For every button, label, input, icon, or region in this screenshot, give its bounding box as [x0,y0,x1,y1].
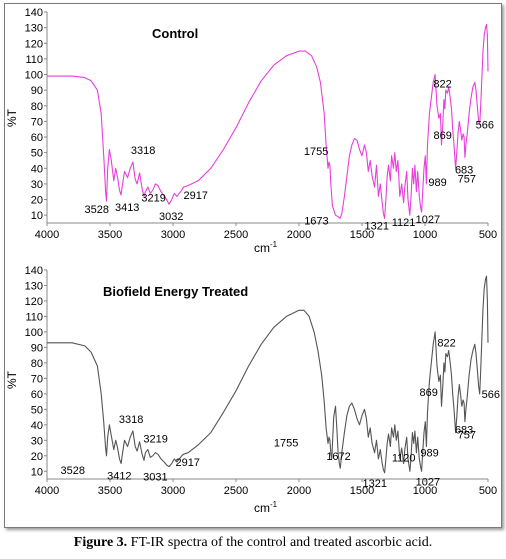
chart-title: Control [152,26,198,41]
peak-label-2917: 2917 [183,190,207,202]
figure-caption: Figure 3. FT-IR spectra of the control a… [0,535,506,551]
chart-panel-2: 10 20 30 40 50 60 70 80 90 100 110 120 130 140 4000 350… [5,265,500,515]
y-tick-label: 100 [25,70,43,82]
peak-label-3219: 3219 [141,193,165,205]
peak-label-1321: 1321 [365,220,389,232]
ftir-charts: 10 20 30 40 50 60 70 80 90 100 110 120 130 140 4000 350… [5,7,500,515]
peak-label-1755: 1755 [274,437,298,449]
peak-label-1321: 1321 [363,478,387,490]
x-tick-label: 1500 [350,485,374,497]
peak-label-3528: 3528 [60,465,84,477]
y-tick-label: 60 [31,389,43,401]
y-tick-label: 80 [31,358,43,370]
peak-label-869: 869 [420,387,438,399]
peak-label-1755: 1755 [304,146,328,158]
spectrum-line [47,23,489,219]
peak-label-2917: 2917 [175,457,199,469]
x-tick-label: 500 [479,229,497,241]
peak-label-566: 566 [476,120,494,132]
y-tick-label: 70 [31,373,43,385]
y-tick-label: 10 [31,210,43,222]
peak-label-757: 757 [458,430,476,442]
peak-label-757: 757 [458,173,476,185]
y-tick-label: 100 [25,327,43,339]
x-axis-label: cm-1 [254,500,278,515]
y-tick-label: 110 [25,54,43,66]
x-tick-label: 3500 [98,485,122,497]
peak-label-683: 683 [455,425,473,437]
peak-label-3318: 3318 [119,414,143,426]
y-tick-label: 130 [25,280,43,292]
peak-label-3413: 3413 [115,202,139,214]
x-tick-label: 1000 [413,229,437,241]
y-tick-label: 90 [31,342,43,354]
y-tick-label: 50 [31,148,43,160]
x-tick-label: 3500 [98,229,122,241]
x-tick-label: 4000 [35,229,59,241]
peak-label-1027: 1027 [416,214,440,226]
peak-label-989: 989 [420,447,438,459]
peak-label-1027: 1027 [416,476,440,488]
spectrum-line [47,275,489,474]
x-tick-label: 500 [479,485,497,497]
y-tick-label: 50 [31,404,43,416]
y-tick-label: 90 [31,85,43,97]
peak-label-1672: 1672 [326,451,350,463]
y-tick-label: 70 [31,116,43,128]
x-tick-label: 2000 [287,229,311,241]
peak-label-989: 989 [428,177,446,189]
chart-panel-1: 10 20 30 40 50 60 70 80 90 100 110 120 130 140 4000 350… [5,7,497,255]
caption-text: FT-IR spectra of the control and treated… [127,535,433,550]
y-tick-label: 140 [25,265,43,277]
y-tick-label: 80 [31,101,43,113]
y-tick-label: 120 [25,38,43,50]
y-tick-label: 140 [25,7,43,19]
y-tick-label: 20 [31,451,43,463]
x-tick-label: 3000 [161,229,185,241]
peak-label-822: 822 [433,78,451,90]
peak-label-3219: 3219 [143,434,167,446]
peak-label-1120: 1120 [392,452,416,464]
peak-label-3528: 3528 [84,204,108,216]
peak-label-3032: 3032 [159,211,183,223]
y-tick-label: 40 [31,163,43,175]
y-axis-label: %T [5,108,19,127]
figure-frame [4,3,502,528]
x-tick-label: 2500 [224,485,248,497]
peak-label-3412: 3412 [107,471,131,483]
y-tick-label: 110 [25,311,43,323]
peak-label-566: 566 [482,389,500,401]
peak-label-3318: 3318 [131,145,155,157]
y-tick-label: 20 [31,195,43,207]
y-tick-label: 60 [31,132,43,144]
peak-label-3031: 3031 [143,472,167,484]
x-tick-label: 2000 [287,485,311,497]
peak-label-1673: 1673 [304,215,328,227]
y-tick-label: 120 [25,296,43,308]
y-tick-label: 10 [31,466,43,478]
peak-label-683: 683 [455,164,473,176]
peak-label-822: 822 [437,338,455,350]
x-tick-label: 1500 [350,229,374,241]
x-tick-label: 4000 [35,485,59,497]
x-tick-label: 3000 [161,485,185,497]
x-axis-label: cm-1 [254,240,278,255]
peak-label-1121: 1121 [392,217,416,229]
y-tick-label: 30 [31,435,43,447]
y-tick-label: 30 [31,179,43,191]
x-tick-label: 2500 [224,229,248,241]
caption-label: Figure 3. [73,535,128,550]
peak-label-869: 869 [434,130,452,142]
x-tick-label: 1000 [413,485,437,497]
y-axis-label: %T [5,370,19,389]
chart-title: Biofield Energy Treated [103,284,248,299]
y-tick-label: 40 [31,420,43,432]
y-tick-label: 130 [25,23,43,35]
